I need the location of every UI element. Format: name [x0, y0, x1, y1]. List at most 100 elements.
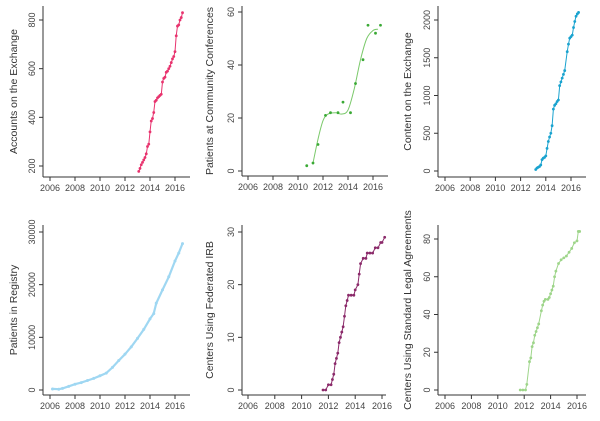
data-point [152, 312, 156, 316]
data-point [347, 293, 350, 297]
y-tick-label: 40 [226, 60, 236, 70]
data-point [169, 61, 173, 64]
x-tick-label: 2008 [460, 183, 480, 193]
y-tick-label: 20000 [27, 272, 37, 297]
data-point [557, 262, 560, 265]
data-point [174, 34, 178, 38]
data-point [361, 256, 365, 260]
data-point [154, 98, 158, 102]
data-point [331, 378, 334, 381]
data-point [550, 288, 554, 292]
data-point [139, 163, 143, 167]
data-point [86, 379, 89, 383]
x-tick-label: 2014 [140, 401, 160, 411]
data-point [161, 288, 164, 292]
y-tick-label: 0 [422, 387, 432, 392]
x-tick-label: 2016 [165, 401, 185, 411]
panel-4: 2006 2008 2010 2012 2014 2016 0 10000 20000 30000… [8, 219, 190, 411]
data-point [51, 387, 54, 391]
data-point [574, 14, 578, 18]
data-point [573, 20, 577, 23]
y-tick-label: 30000 [27, 219, 37, 244]
x-tick-label: 2006 [40, 401, 60, 411]
data-point [567, 250, 571, 254]
data-point [368, 251, 372, 255]
data-point [357, 272, 361, 276]
data-point [536, 326, 539, 330]
data-point [159, 92, 163, 96]
x-tick-label: 2010 [90, 401, 110, 411]
y-tick-label: 0 [27, 387, 37, 392]
x-tick-label: 2012 [514, 401, 534, 411]
data-point [530, 345, 534, 348]
data-point [570, 33, 574, 37]
x-tick-label: 2010 [90, 183, 110, 193]
data-point [329, 383, 333, 387]
data-point [146, 145, 149, 148]
data-point [544, 154, 548, 158]
data-point [73, 382, 77, 386]
data-point [67, 384, 71, 388]
data-point [336, 111, 340, 115]
data-point [539, 309, 543, 313]
x-tick-label: 2016 [567, 401, 587, 411]
x-tick-label: 2010 [288, 182, 308, 192]
data-point [148, 130, 152, 134]
x-tick-label: 2008 [65, 183, 85, 193]
data-point [354, 82, 357, 85]
data-point [336, 351, 340, 355]
x-tick-label: 2012 [511, 183, 531, 193]
data-point [167, 275, 171, 279]
data-point [104, 371, 108, 375]
data-point [548, 135, 551, 139]
x-tick-label: 2006 [238, 401, 258, 411]
series-line [312, 28, 379, 164]
y-tick-label: 800 [27, 12, 37, 27]
panel-3: 2006 2008 2010 2012 2014 2016 0 500 1000 1500 2000… [402, 6, 586, 193]
data-point [161, 80, 164, 84]
data-point [142, 327, 146, 331]
data-point [311, 161, 315, 165]
panel-2: 2006 2008 2010 2012 2014 2016 0 20 40 60 Patients … [204, 6, 388, 192]
data-point [173, 50, 177, 54]
data-point [565, 50, 569, 54]
data-point [550, 124, 554, 128]
data-point [142, 158, 146, 162]
data-point [167, 67, 171, 71]
y-tick-label: 60 [422, 272, 432, 282]
data-point [329, 111, 332, 115]
x-tick-label: 2014 [345, 401, 365, 411]
data-point [149, 119, 153, 123]
x-tick-label: 2014 [536, 183, 556, 193]
x-tick-label: 2014 [338, 182, 358, 192]
y-tick-label: 1000 [422, 85, 432, 105]
panel-1: 2006 2008 2010 2012 2014 2016 200 400 600 800 Acco… [8, 6, 190, 193]
data-point [559, 80, 563, 84]
data-point [349, 111, 352, 115]
data-point [324, 113, 327, 117]
y-tick-label: 40 [422, 309, 432, 319]
data-point [345, 299, 349, 302]
data-point [98, 374, 102, 378]
data-point [562, 256, 566, 260]
panel-6: 2006 2008 2010 2012 2014 2016 0 20 40 60 80 Centers… [402, 210, 587, 411]
data-point [305, 164, 309, 168]
data-point [549, 131, 553, 135]
y-tick-label: 10 [226, 332, 236, 342]
data-point [339, 335, 342, 339]
data-point [567, 42, 570, 46]
series-line [520, 230, 580, 391]
data-point [524, 388, 527, 392]
data-point [335, 357, 338, 360]
data-point [559, 258, 563, 262]
y-tick-label: 0 [422, 168, 432, 173]
data-point [344, 304, 348, 308]
data-point [379, 23, 382, 27]
data-point [518, 388, 522, 392]
y-axis-label: Patients at Community Conferences [204, 7, 216, 175]
y-tick-label: 60 [226, 7, 236, 17]
data-point [136, 336, 139, 340]
data-point [332, 372, 336, 376]
y-axis-label: Content on the Exchange [402, 32, 414, 151]
y-tick-label: 10000 [27, 325, 37, 350]
